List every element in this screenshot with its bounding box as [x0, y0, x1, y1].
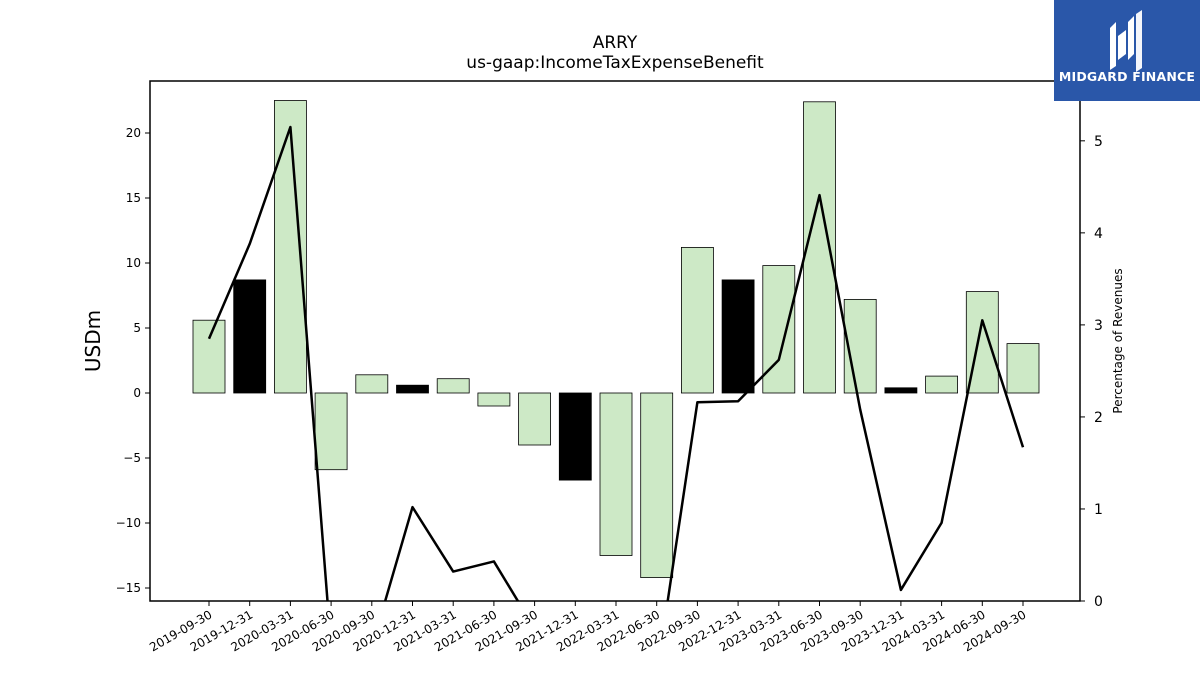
bar-2024-03-31 — [925, 375, 958, 394]
y2-tick-label: 3 — [1094, 318, 1103, 334]
bar-2023-12-31 — [884, 387, 918, 394]
bar-2022-03-31 — [599, 392, 633, 556]
y-tick-label: 10 — [126, 256, 141, 270]
bar-2020-03-31 — [273, 100, 307, 394]
y-tick-label: −15 — [116, 581, 141, 595]
y-tick-label: −10 — [116, 516, 141, 530]
y-tick-label: −5 — [123, 451, 141, 465]
y2-tick-label: 5 — [1094, 134, 1103, 150]
bar-2021-06-30 — [477, 392, 511, 407]
y-axis-label: USDm — [81, 310, 105, 372]
bar-2020-09-30 — [355, 374, 389, 394]
y2-tick-label: 4 — [1094, 226, 1103, 242]
bar-2023-09-30 — [843, 298, 877, 394]
y2-tick-label: 2 — [1094, 410, 1103, 426]
bar-2019-09-30 — [192, 319, 226, 394]
chart-title: ARRY — [592, 33, 638, 53]
midgard-finance-logo: MIDGARD FINANCE — [1054, 0, 1200, 101]
y-tick-label: 0 — [133, 386, 141, 400]
logo-mark-icon — [1110, 10, 1142, 72]
y2-tick-label: 1 — [1094, 502, 1103, 518]
bar-2023-06-30 — [803, 101, 836, 394]
bar-2022-09-30 — [681, 246, 714, 394]
y-tick-label: 15 — [126, 191, 141, 205]
bar-2019-12-31 — [233, 279, 267, 394]
plot-frame — [149, 80, 1081, 602]
chart-subtitle: us-gaap:IncomeTaxExpenseBenefit — [466, 53, 764, 73]
bar-2020-12-31 — [396, 384, 429, 394]
bar-2021-09-30 — [518, 392, 551, 446]
bar-2022-12-31 — [721, 279, 755, 394]
bar-2023-03-31 — [762, 265, 796, 394]
y-tick-label: 20 — [126, 126, 141, 140]
y-tick-label: 5 — [133, 321, 141, 335]
bar-2022-06-30 — [640, 392, 674, 579]
bar-2024-09-30 — [1006, 343, 1040, 394]
y2-tick-label: 0 — [1094, 594, 1103, 610]
bar-2021-12-31 — [558, 392, 592, 481]
bar-2021-03-31 — [436, 378, 470, 394]
bar-2020-06-30 — [314, 392, 348, 471]
y2-axis-label: Percentage of Revenues — [1111, 268, 1125, 413]
percentage-line — [207, 125, 1025, 601]
brand-name: MIDGARD FINANCE — [1058, 69, 1196, 84]
